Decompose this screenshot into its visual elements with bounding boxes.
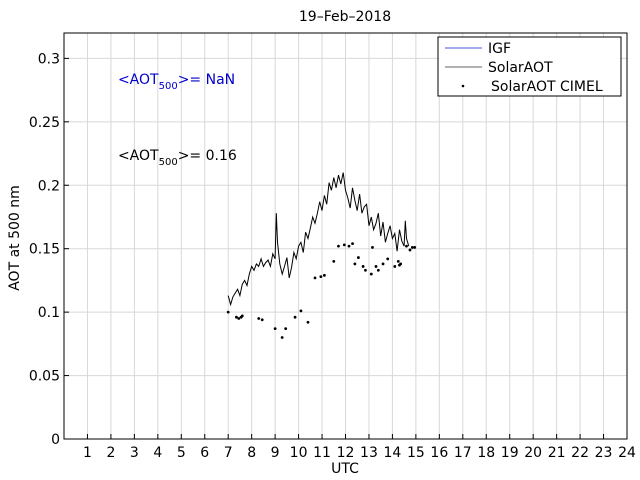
x-tick-label: 11: [313, 445, 331, 461]
y-tick-label: 0.25: [29, 115, 60, 131]
cimel-point: [332, 259, 336, 263]
y-tick-label: 0.1: [38, 305, 60, 321]
cimel-point: [357, 256, 360, 259]
x-tick-label: 14: [384, 445, 402, 461]
cimel-point: [393, 265, 397, 268]
x-tick-label: 19: [501, 445, 519, 461]
x-tick-label: 21: [548, 445, 566, 461]
x-tick-label: 8: [247, 445, 256, 461]
cimel-point: [293, 315, 297, 319]
cimel-point: [322, 273, 326, 277]
x-tick-label: 16: [430, 445, 448, 461]
cimel-point: [408, 248, 412, 252]
y-tick-label: 0.3: [38, 51, 60, 67]
cimel-point: [396, 259, 400, 263]
legend-swatch-cimel: [461, 84, 465, 88]
x-tick-label: 12: [337, 445, 355, 461]
y-tick-label: 0.15: [29, 242, 60, 258]
y-axis-label: AOT at 500 nm: [7, 185, 23, 291]
cimel-point: [376, 268, 380, 272]
cimel-point: [273, 327, 277, 331]
cimel-point: [306, 320, 310, 324]
cimel-point: [381, 262, 385, 266]
x-axis-label: UTC: [331, 461, 359, 477]
cimel-point: [413, 246, 417, 249]
cimel-point: [374, 265, 378, 268]
legend-label-solaraot: SolarAOT: [488, 60, 553, 76]
cimel-point: [337, 244, 340, 248]
x-tick-label: 13: [360, 445, 378, 461]
y-tick-label: 0.05: [29, 369, 60, 385]
cimel-point: [257, 317, 261, 320]
legend-label-cimel: SolarAOT CIMEL: [491, 79, 603, 95]
axis-ticks: 1 2 3 4 5 6 7 8 9 10 11 12 13 14 15 16 17 18 19 20 21 22 23 240…: [29, 51, 636, 461]
cimel-point: [347, 244, 351, 248]
cimel-point: [240, 314, 244, 318]
cimel-point: [410, 246, 414, 249]
x-tick-label: 3: [130, 445, 139, 461]
cimel-point: [260, 318, 264, 322]
cimel-point: [237, 317, 241, 320]
x-tick-label: 23: [595, 445, 613, 461]
cimel-point: [405, 244, 408, 248]
x-tick-label: 4: [153, 445, 162, 461]
cimel-point: [284, 327, 288, 331]
x-tick-label: 24: [618, 445, 636, 461]
legend-label-igf: IGF: [488, 41, 511, 57]
cimel-point: [299, 309, 303, 313]
x-tick-label: 15: [407, 445, 425, 461]
cimel-point: [371, 246, 374, 249]
x-tick-label: 22: [571, 445, 589, 461]
cimel-point: [313, 276, 317, 280]
x-tick-label: 17: [454, 445, 472, 461]
x-tick-label: 6: [200, 445, 209, 461]
cimel-point: [235, 315, 238, 319]
series-line-solaraot: [227, 172, 410, 307]
series-layer: [226, 172, 417, 339]
cimel-point: [351, 242, 354, 246]
cimel-point: [353, 262, 357, 266]
x-tick-label: 20: [524, 445, 542, 461]
x-tick-label: 10: [290, 445, 308, 461]
y-tick-label: 0.2: [38, 178, 60, 194]
mean-aot-annotation: <AOT500>= 0.16: [118, 148, 237, 168]
cimel-point: [386, 257, 390, 261]
x-tick-label: 7: [224, 445, 233, 461]
cimel-point: [369, 272, 373, 276]
annotations: <AOT500>= NaN <AOT500>= 0.16: [118, 72, 237, 168]
x-tick-label: 5: [177, 445, 186, 461]
cimel-point: [280, 336, 284, 339]
cimel-point: [399, 262, 403, 266]
x-tick-label: 2: [106, 445, 115, 461]
cimel-point: [364, 268, 367, 272]
x-tick-label: 9: [271, 445, 280, 461]
y-tick-label: 0: [51, 432, 60, 448]
x-tick-label: 18: [477, 445, 495, 461]
cimel-point: [319, 275, 323, 278]
cimel-point: [226, 310, 230, 314]
cimel-point: [361, 265, 365, 268]
cimel-point: [342, 243, 346, 247]
mean-aot-annotation: <AOT500>= NaN: [118, 72, 235, 92]
chart-title: 19–Feb–2018: [299, 9, 391, 25]
legend: IGF SolarAOT SolarAOT CIMEL: [437, 36, 622, 97]
x-tick-label: 1: [83, 445, 92, 461]
